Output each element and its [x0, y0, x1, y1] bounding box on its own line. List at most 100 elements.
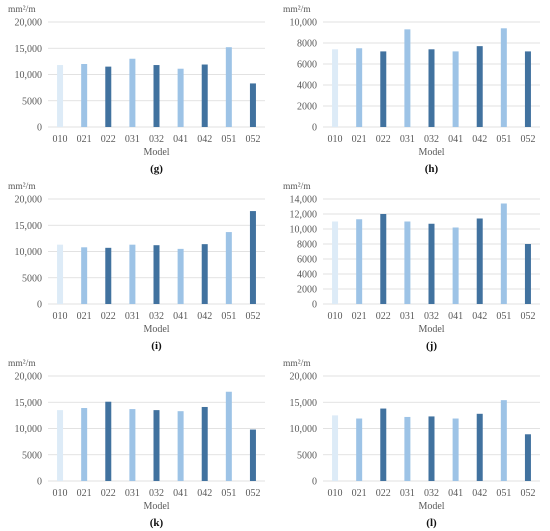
x-tick-label: 010 — [53, 134, 68, 145]
bar — [428, 223, 435, 304]
x-tick-label: 051 — [496, 134, 511, 145]
bar — [524, 51, 531, 127]
bar — [57, 65, 64, 127]
panel-letter: (l) — [426, 517, 437, 529]
bar — [404, 29, 411, 128]
bar — [81, 247, 88, 304]
bar — [153, 245, 160, 304]
y-tick-label: 4000 — [297, 81, 317, 92]
bar — [380, 408, 387, 481]
bar — [249, 211, 256, 304]
bar — [129, 58, 136, 127]
y-tick-label: 15,000 — [15, 398, 43, 409]
bar — [332, 415, 339, 481]
bar — [57, 244, 64, 304]
bar-chart: 0 2000 4000 6000 8000 10,000 12,000 14,000 mm²/m… — [283, 182, 540, 352]
bar — [452, 227, 459, 304]
bar — [524, 434, 531, 481]
bar — [380, 51, 387, 127]
y-axis-unit-label: mm²/m — [8, 182, 36, 192]
bar — [201, 406, 208, 481]
y-axis-unit-label: mm²/m — [283, 359, 311, 369]
x-tick-label: 032 — [424, 134, 439, 145]
x-tick-label: 041 — [448, 311, 463, 322]
x-axis-title: Model — [418, 147, 444, 158]
y-tick-label: 10,000 — [290, 225, 318, 236]
chart-panel: 0 5000 10,000 15,000 20,000 mm²/m 010 021 022 031… — [0, 0, 275, 177]
bar — [177, 68, 184, 127]
bar — [500, 203, 507, 304]
y-tick-label: 12,000 — [290, 210, 318, 221]
x-axis-title: Model — [143, 501, 169, 512]
y-tick-label: 0 — [312, 300, 317, 311]
x-tick-label: 042 — [197, 488, 212, 499]
x-tick-label: 031 — [400, 488, 415, 499]
bar — [249, 83, 256, 127]
bar — [177, 411, 184, 481]
bar — [476, 413, 483, 481]
x-tick-label: 010 — [328, 134, 343, 145]
bar — [476, 218, 483, 304]
bar — [332, 49, 339, 127]
x-tick-label: 041 — [448, 134, 463, 145]
x-tick-label: 042 — [472, 311, 487, 322]
bar — [153, 410, 160, 481]
x-tick-label: 031 — [400, 134, 415, 145]
x-tick-label: 031 — [400, 311, 415, 322]
bar — [105, 401, 112, 481]
bar — [225, 232, 232, 304]
x-tick-label: 022 — [101, 311, 116, 322]
chart-panel: 0 5000 10,000 15,000 20,000 mm²/m 010 021 022 031… — [0, 354, 275, 531]
x-tick-label: 032 — [149, 134, 164, 145]
bar — [524, 244, 531, 304]
x-tick-label: 031 — [125, 311, 140, 322]
x-tick-label: 021 — [352, 311, 367, 322]
bar — [476, 46, 483, 127]
x-tick-label: 031 — [125, 488, 140, 499]
x-axis-title: Model — [143, 324, 169, 335]
bar — [428, 49, 435, 127]
chart-panel: 0 2000 4000 6000 8000 10,000 mm²/m 010 021 022 031… — [275, 0, 550, 177]
chart-panel: 0 5000 10,000 15,000 20,000 mm²/m 010 021 022 031… — [275, 354, 550, 531]
x-tick-label: 022 — [376, 134, 391, 145]
x-tick-label: 022 — [376, 311, 391, 322]
x-tick-label: 022 — [376, 488, 391, 499]
x-tick-label: 041 — [173, 488, 188, 499]
bar-chart: 0 5000 10,000 15,000 20,000 mm²/m 010 021 022 031… — [8, 359, 265, 529]
bar — [105, 247, 112, 304]
x-tick-label: 010 — [328, 488, 343, 499]
x-tick-label: 021 — [352, 134, 367, 145]
y-tick-label: 8000 — [297, 240, 317, 251]
y-tick-label: 10,000 — [15, 70, 43, 81]
y-tick-label: 20,000 — [15, 18, 43, 29]
y-axis-unit-label: mm²/m — [283, 5, 311, 15]
y-tick-label: 0 — [312, 123, 317, 134]
y-tick-label: 0 — [37, 300, 42, 311]
y-tick-label: 0 — [312, 477, 317, 488]
bar — [332, 221, 339, 304]
y-tick-label: 0 — [37, 477, 42, 488]
bar — [129, 244, 136, 304]
x-tick-label: 041 — [448, 488, 463, 499]
bar-chart: 0 5000 10,000 15,000 20,000 mm²/m 010 021 022 031… — [8, 5, 265, 175]
x-tick-label: 010 — [53, 311, 68, 322]
x-tick-label: 051 — [496, 488, 511, 499]
y-tick-label: 10,000 — [290, 424, 318, 435]
x-tick-label: 032 — [149, 311, 164, 322]
y-tick-label: 14,000 — [290, 195, 318, 206]
x-tick-label: 042 — [472, 488, 487, 499]
bar — [356, 219, 363, 304]
y-tick-label: 4000 — [297, 270, 317, 281]
x-tick-label: 021 — [77, 311, 92, 322]
x-tick-label: 041 — [173, 134, 188, 145]
y-tick-label: 6000 — [297, 255, 317, 266]
bar — [404, 416, 411, 481]
y-tick-label: 10,000 — [15, 247, 43, 258]
bar — [249, 429, 256, 481]
x-axis-title: Model — [418, 501, 444, 512]
bar-chart: 0 2000 4000 6000 8000 10,000 mm²/m 010 021 022 031… — [283, 5, 540, 175]
x-tick-label: 052 — [520, 311, 535, 322]
bar — [81, 64, 88, 127]
x-tick-label: 032 — [424, 488, 439, 499]
